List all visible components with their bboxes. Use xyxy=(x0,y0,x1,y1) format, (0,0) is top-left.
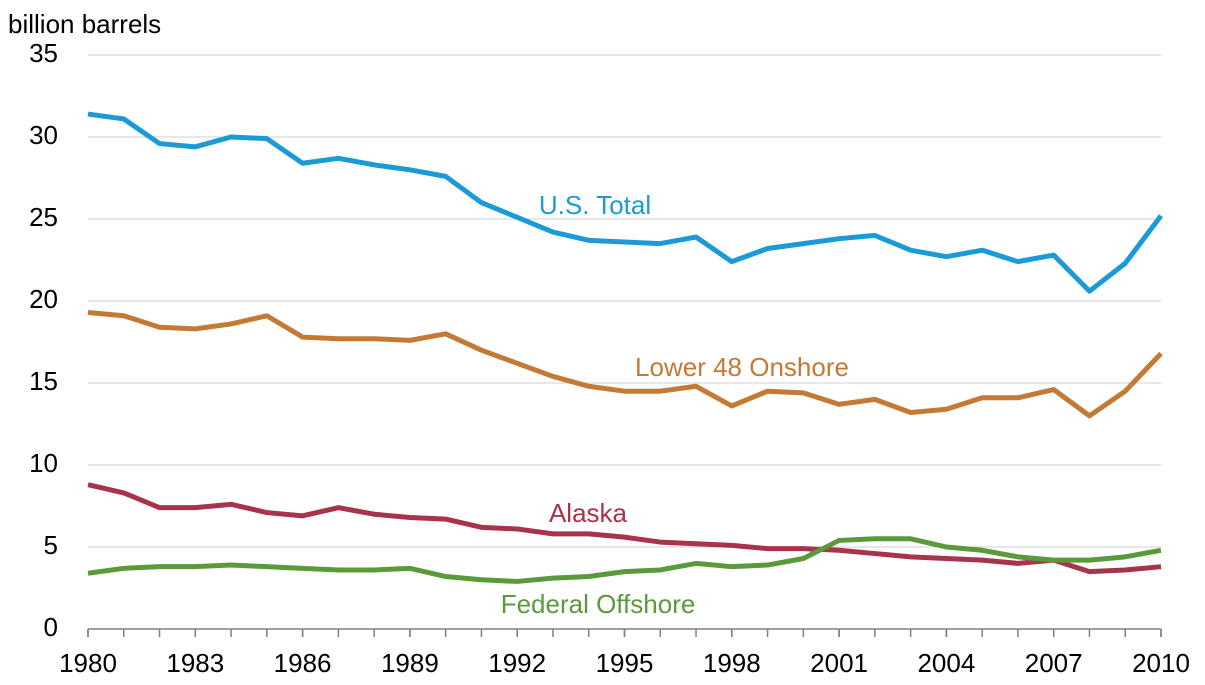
x-tick-label: 1998 xyxy=(703,648,761,678)
series-line xyxy=(87,536,1162,584)
x-tick-label: 1980 xyxy=(59,648,117,678)
x-tick-label: 2007 xyxy=(1025,648,1083,678)
y-axis-label: billion barrels xyxy=(8,9,161,39)
series-line xyxy=(87,111,1163,294)
y-tick-label: 5 xyxy=(44,530,58,560)
x-tick-label: 2010 xyxy=(1132,648,1190,678)
x-tick-label: 1989 xyxy=(381,648,439,678)
x-tick-label: 2001 xyxy=(810,648,868,678)
y-tick-label: 10 xyxy=(29,448,58,478)
x-tick-label: 1983 xyxy=(166,648,224,678)
y-tick-label: 20 xyxy=(29,284,58,314)
y-tick-label: 25 xyxy=(29,202,58,232)
series-label: Alaska xyxy=(549,498,628,528)
x-tick-label: 1992 xyxy=(488,648,546,678)
series-label: Lower 48 Onshore xyxy=(635,352,849,382)
y-tick-label: 0 xyxy=(44,612,58,642)
series-label: Federal Offshore xyxy=(501,589,696,619)
y-tick-label: 35 xyxy=(29,38,58,68)
y-tick-label: 15 xyxy=(29,366,58,396)
x-tick-label: 1986 xyxy=(274,648,332,678)
series-label: U.S. Total xyxy=(539,190,651,220)
x-tick-label: 2004 xyxy=(917,648,975,678)
y-tick-label: 30 xyxy=(29,120,58,150)
x-tick-label: 1995 xyxy=(596,648,654,678)
series-line xyxy=(87,309,1163,419)
series-line xyxy=(87,482,1162,575)
